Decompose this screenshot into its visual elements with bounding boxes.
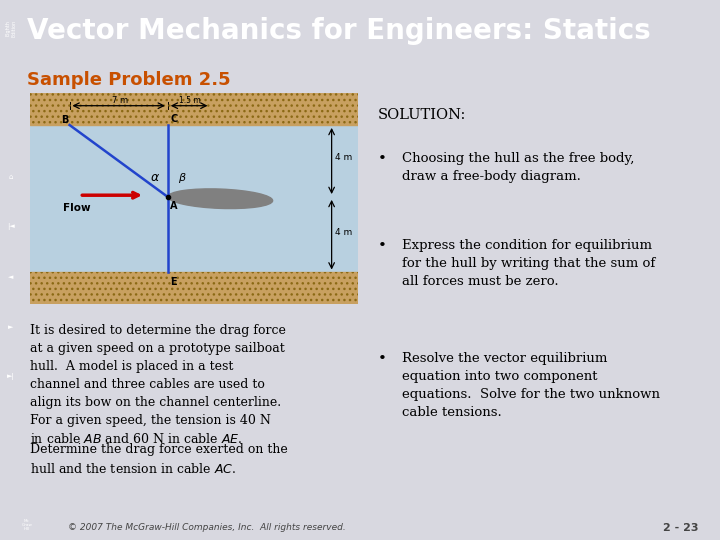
Text: •: • <box>377 239 387 253</box>
Text: ►|: ►| <box>7 373 14 380</box>
Text: 7 m: 7 m <box>112 96 128 105</box>
Text: C: C <box>171 114 178 124</box>
Text: 4 m: 4 m <box>335 153 352 162</box>
Text: Choosing the hull as the free body,
draw a free-body diagram.: Choosing the hull as the free body, draw… <box>402 152 634 183</box>
Text: $\beta$: $\beta$ <box>178 171 186 185</box>
Text: |◄: |◄ <box>7 224 14 231</box>
Ellipse shape <box>168 189 273 208</box>
Text: Flow: Flow <box>63 203 91 213</box>
Text: •: • <box>377 352 387 366</box>
Text: ◄: ◄ <box>8 274 14 280</box>
Text: B: B <box>61 115 68 125</box>
Bar <box>30 125 358 273</box>
Text: Express the condition for equilibrium
for the hull by writing that the sum of
al: Express the condition for equilibrium fo… <box>402 239 655 288</box>
Bar <box>30 93 358 125</box>
Text: E: E <box>171 276 177 287</box>
Text: 2 - 23: 2 - 23 <box>663 523 698 532</box>
Text: ⌂: ⌂ <box>9 174 13 180</box>
Text: 1.5 m: 1.5 m <box>179 96 201 105</box>
Text: Mc
Graw
Hill: Mc Graw Hill <box>22 519 32 531</box>
Text: $\alpha$: $\alpha$ <box>150 171 160 184</box>
Text: ►: ► <box>8 324 14 330</box>
Text: Determine the drag force exerted on the
hull and the tension in cable $AC$.: Determine the drag force exerted on the … <box>30 443 288 476</box>
Text: Vector Mechanics for Engineers: Statics: Vector Mechanics for Engineers: Statics <box>27 17 651 45</box>
Text: © 2007 The McGraw-Hill Companies, Inc.  All rights reserved.: © 2007 The McGraw-Hill Companies, Inc. A… <box>68 523 346 532</box>
Bar <box>30 273 358 304</box>
Bar <box>30 93 358 125</box>
Text: Eighth
Edition: Eighth Edition <box>5 19 16 37</box>
Text: Resolve the vector equilibrium
equation into two component
equations.  Solve for: Resolve the vector equilibrium equation … <box>402 352 660 419</box>
Bar <box>30 273 358 304</box>
Text: •: • <box>377 152 387 166</box>
Text: SOLUTION:: SOLUTION: <box>377 108 466 122</box>
Text: It is desired to determine the drag force
at a given speed on a prototype sailbo: It is desired to determine the drag forc… <box>30 324 286 447</box>
Text: Sample Problem 2.5: Sample Problem 2.5 <box>27 71 231 89</box>
Text: A: A <box>171 201 178 211</box>
Text: 4 m: 4 m <box>335 228 352 237</box>
